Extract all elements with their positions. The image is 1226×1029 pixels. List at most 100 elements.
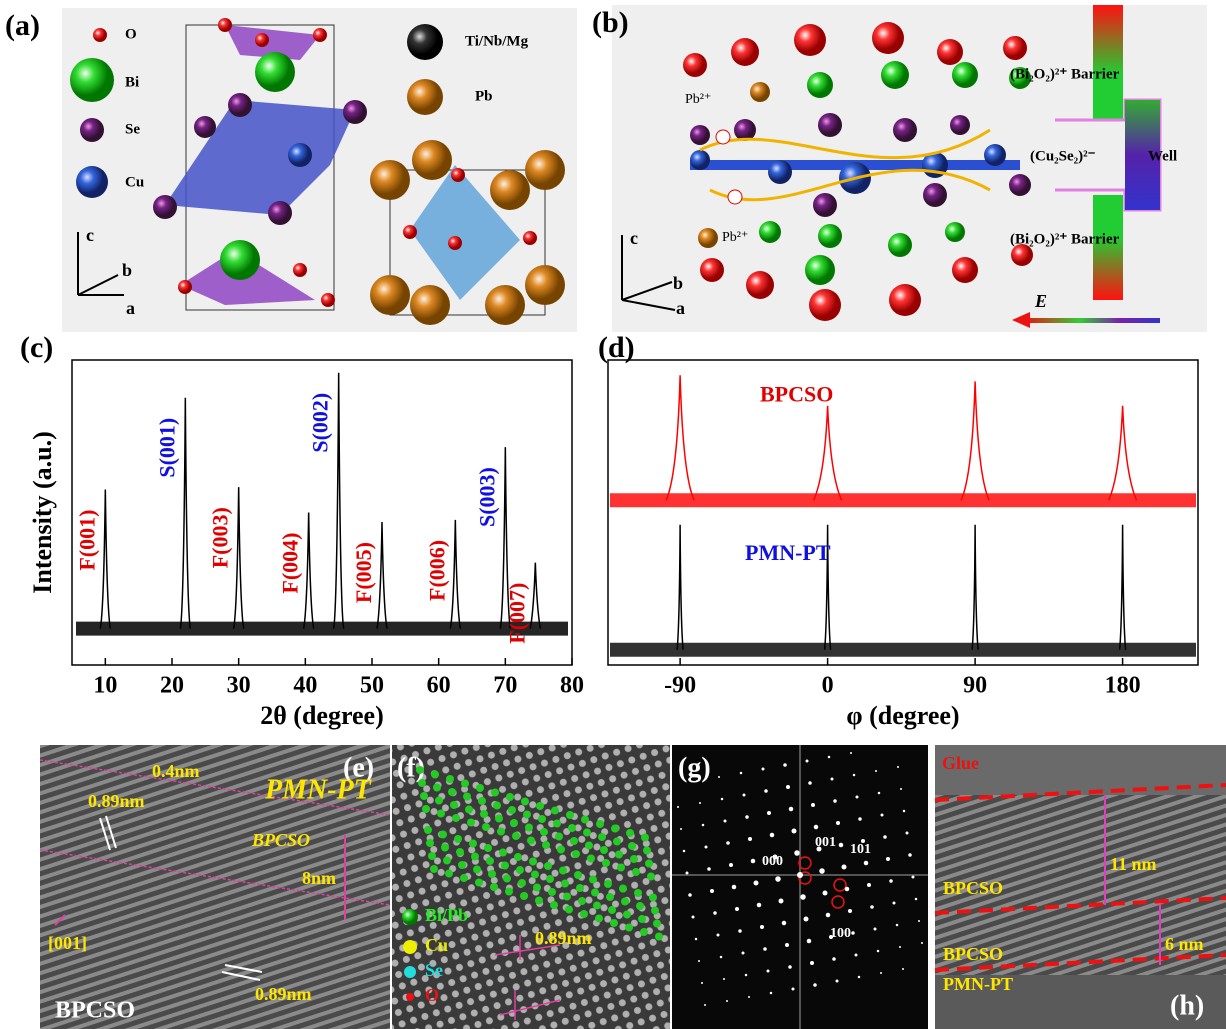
atom — [437, 810, 445, 818]
fft-spot — [686, 872, 689, 875]
atom — [542, 841, 550, 849]
spot-label: 101 — [850, 842, 871, 857]
atom — [617, 864, 625, 872]
atom — [581, 816, 589, 824]
ion-label: Pb²⁺ — [722, 230, 748, 245]
atom — [521, 798, 529, 806]
atom — [655, 933, 663, 941]
fft-spot — [721, 798, 724, 801]
atom — [465, 806, 473, 814]
peak — [1109, 406, 1137, 501]
fft-spot — [732, 885, 737, 890]
atom — [482, 823, 490, 831]
atom — [550, 901, 558, 909]
atom — [469, 840, 477, 848]
spot-label: 000 — [762, 854, 783, 869]
annotation: 0.89nm — [255, 984, 312, 1004]
fft-spot — [853, 774, 856, 777]
peak-label: F(001) — [74, 510, 99, 571]
atom — [430, 865, 438, 873]
fft-spot — [906, 832, 909, 835]
atom — [418, 779, 426, 787]
fft-spot — [877, 950, 880, 953]
atom — [506, 793, 514, 801]
atom — [589, 876, 597, 884]
atom — [435, 797, 443, 805]
panel-a: (a) O Bi Se Cu Ti/Nb/Mg Pb c b a — [5, 8, 577, 332]
fft-spot — [864, 861, 869, 866]
atom — [533, 884, 541, 892]
peak — [666, 375, 694, 500]
spot-label: 100 — [830, 926, 851, 941]
axis-label: c — [630, 228, 638, 248]
atom — [503, 875, 511, 883]
fft-spot — [797, 872, 803, 878]
atom — [561, 880, 569, 888]
fft-spot — [724, 820, 727, 823]
fft-spot — [897, 766, 899, 768]
legend-label: Cu — [425, 935, 448, 955]
x-tick-label: 70 — [493, 673, 517, 699]
atom — [510, 819, 518, 827]
atom — [591, 889, 599, 897]
atom — [555, 833, 563, 841]
fft-spot — [878, 792, 881, 795]
fft-spot — [743, 794, 746, 797]
peak — [530, 563, 540, 629]
fft-spot — [794, 850, 800, 856]
fft-spot — [705, 846, 708, 849]
fft-spot — [883, 835, 887, 839]
fft-spot — [836, 980, 839, 983]
fft-spot — [699, 802, 701, 804]
atom — [585, 842, 593, 850]
atom — [512, 832, 520, 840]
annotation: 0.4nm — [152, 761, 200, 781]
fft-spot — [775, 876, 781, 882]
atom — [473, 866, 481, 874]
axis-label: b — [673, 273, 683, 293]
fft-spot — [900, 788, 902, 790]
atom — [636, 902, 644, 910]
atom — [611, 825, 619, 833]
atom — [623, 911, 631, 919]
fft-spot — [701, 982, 703, 984]
x-tick-label: 180 — [1105, 673, 1141, 699]
fft-spot — [745, 974, 748, 977]
fft-spot — [836, 821, 840, 825]
atom — [535, 897, 543, 905]
atom — [488, 870, 496, 878]
atom — [461, 780, 469, 788]
panel-label: (d) — [598, 331, 635, 364]
atom — [606, 893, 614, 901]
fft-spot — [713, 911, 717, 915]
annotation: 6 nm — [1165, 934, 1204, 954]
atom — [630, 855, 638, 863]
fft-spot — [829, 935, 833, 939]
atom — [445, 870, 453, 878]
fft-spot — [717, 934, 720, 937]
atom — [471, 853, 479, 861]
peak — [234, 487, 244, 628]
annotation: 8nm — [302, 868, 336, 888]
fft-spot — [751, 859, 756, 864]
atom — [626, 829, 634, 837]
peak — [814, 406, 842, 501]
fft-spot — [848, 909, 852, 913]
fft-spot — [692, 916, 695, 919]
fft-spot — [702, 824, 705, 827]
band-label: Well — [1148, 148, 1177, 164]
atom — [570, 837, 578, 845]
fft-spot — [786, 785, 790, 789]
fft-spot — [823, 891, 828, 896]
atom — [593, 902, 601, 910]
fft-spot — [792, 988, 795, 991]
x-tick-label: 30 — [227, 673, 251, 699]
atom — [628, 842, 636, 850]
legend-label: Se — [425, 960, 443, 980]
fft-spot — [770, 833, 775, 838]
x-axis-label: 2θ (degree) — [260, 701, 384, 730]
atom — [546, 875, 554, 883]
peak — [972, 525, 978, 650]
fft-spot — [880, 972, 882, 974]
